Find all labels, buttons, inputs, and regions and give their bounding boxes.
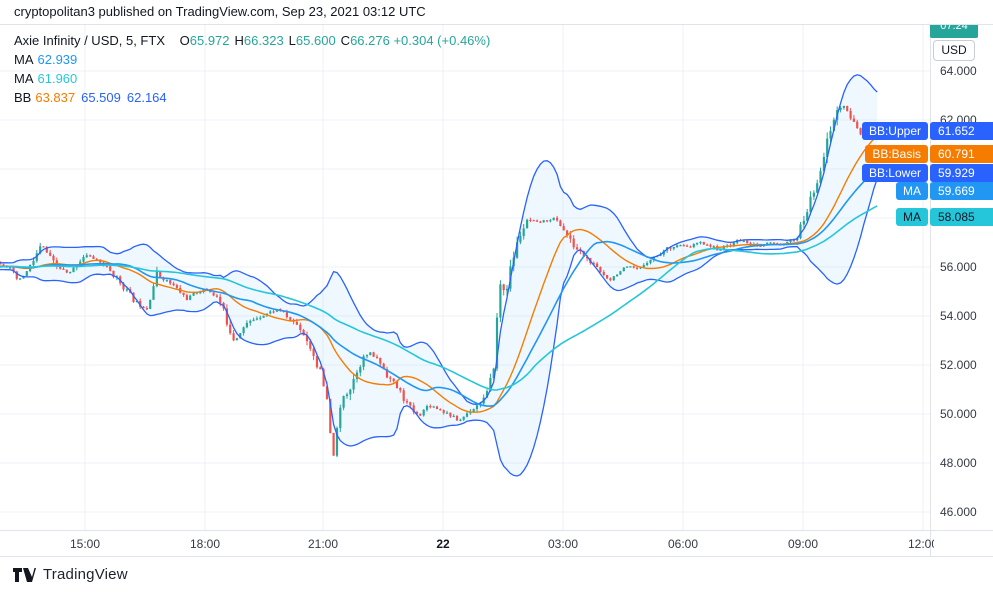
footer: TradingView	[0, 557, 993, 592]
bb-fill	[0, 74, 878, 476]
indicator-value: 63.837	[35, 90, 76, 105]
indicator-value: 65.509	[81, 90, 121, 105]
time-tick: 21:00	[307, 537, 339, 551]
ohlc-value: 65.600	[295, 33, 336, 48]
ma-slow-label-name: MA	[896, 207, 928, 226]
time-tick: 22	[436, 537, 450, 551]
time-tick: 15:00	[69, 537, 101, 551]
legend-indicators: MA 62.939 MA 61.960 BB 63.837 65.509 62.164	[14, 50, 490, 107]
legend-ma-slow-row[interactable]: MA 61.960	[14, 69, 490, 88]
bar-countdown-label: 07:24	[930, 25, 978, 38]
indicator-value: 62.164	[126, 90, 167, 105]
tradingview-brand-text[interactable]: TradingView	[43, 566, 128, 583]
ma-fast-line	[0, 166, 878, 407]
currency-button[interactable]: USD	[933, 40, 975, 61]
time-axis[interactable]: 15:00 18:00 21:00 22 03:00 06:00 09:00 12:00	[0, 0, 934, 592]
bb-upper-label-value: 61.652	[930, 121, 993, 140]
indicator-name: MA	[14, 71, 34, 86]
price-tick: 48.000	[940, 456, 977, 470]
bb-upper-label: BB:Upper 61.652	[861, 121, 993, 140]
change-value: +0.304 (+0.46%)	[389, 33, 491, 48]
price-tick: 52.000	[940, 358, 977, 372]
ma-slow-label: MA 58.085	[896, 207, 993, 226]
ma-slow-label-value: 58.085	[930, 207, 993, 226]
bb-lower-label: BB:Lower 59.929	[861, 163, 993, 182]
price-tick: 54.000	[940, 309, 977, 323]
ohlc-key: O	[179, 33, 190, 48]
bb-upper-line	[0, 74, 878, 405]
published-bar: cryptopolitan3 published on TradingView.…	[0, 0, 993, 25]
price-tick: 64.000	[940, 64, 977, 78]
indicator-name: BB	[14, 90, 32, 105]
ma-fast-label-name: MA	[896, 182, 928, 201]
time-tick: 12:00	[907, 537, 934, 551]
legend-ma-fast-row[interactable]: MA 62.939	[14, 50, 490, 69]
ohlc-key: C	[340, 33, 351, 48]
ohlc-key: L	[288, 33, 296, 48]
symbol-title: Axie Infinity / USD, 5, FTX	[14, 33, 165, 48]
time-tick: 09:00	[787, 537, 819, 551]
legend-symbol-row[interactable]: Axie Infinity / USD, 5, FTX O65.972 H66.3…	[14, 31, 490, 50]
ma-slow-line	[0, 205, 878, 391]
ma-fast-label-value: 59.669	[930, 182, 993, 201]
ohlc-key: H	[234, 33, 244, 48]
legend-bb-row[interactable]: BB 63.837 65.509 62.164	[14, 88, 490, 107]
published-text: cryptopolitan3 published on TradingView.…	[14, 4, 426, 19]
grid	[0, 25, 930, 530]
price-tick: 56.000	[940, 260, 977, 274]
price-tick: 50.000	[940, 407, 977, 421]
time-tick: 03:00	[547, 537, 579, 551]
bb-basis-label-value: 60.791	[930, 144, 993, 163]
ohlc-value: 66.323	[243, 33, 284, 48]
ma-fast-label: MA 59.669	[896, 182, 993, 201]
indicator-name: MA	[14, 52, 34, 67]
tradingview-logo-icon[interactable]	[13, 567, 36, 582]
time-tick: 06:00	[667, 537, 699, 551]
bb-basis-label-name: BB:Basis	[865, 144, 928, 163]
ohlc-value: 65.972	[189, 33, 230, 48]
bb-lower-label-name: BB:Lower	[861, 163, 928, 182]
legend: Axie Infinity / USD, 5, FTX O65.972 H66.3…	[14, 31, 490, 107]
bb-upper-label-name: BB:Upper	[861, 121, 928, 140]
bb-basis-line	[0, 134, 878, 413]
indicator-value: 62.939	[37, 52, 78, 67]
bb-lower-label-value: 59.929	[930, 163, 993, 182]
time-tick: 18:00	[189, 537, 221, 551]
price-tick: 46.000	[940, 505, 977, 519]
ohlc-value: 66.276	[350, 33, 390, 48]
indicator-value: 61.960	[37, 71, 78, 86]
bb-basis-label: BB:Basis 60.791	[865, 144, 993, 163]
